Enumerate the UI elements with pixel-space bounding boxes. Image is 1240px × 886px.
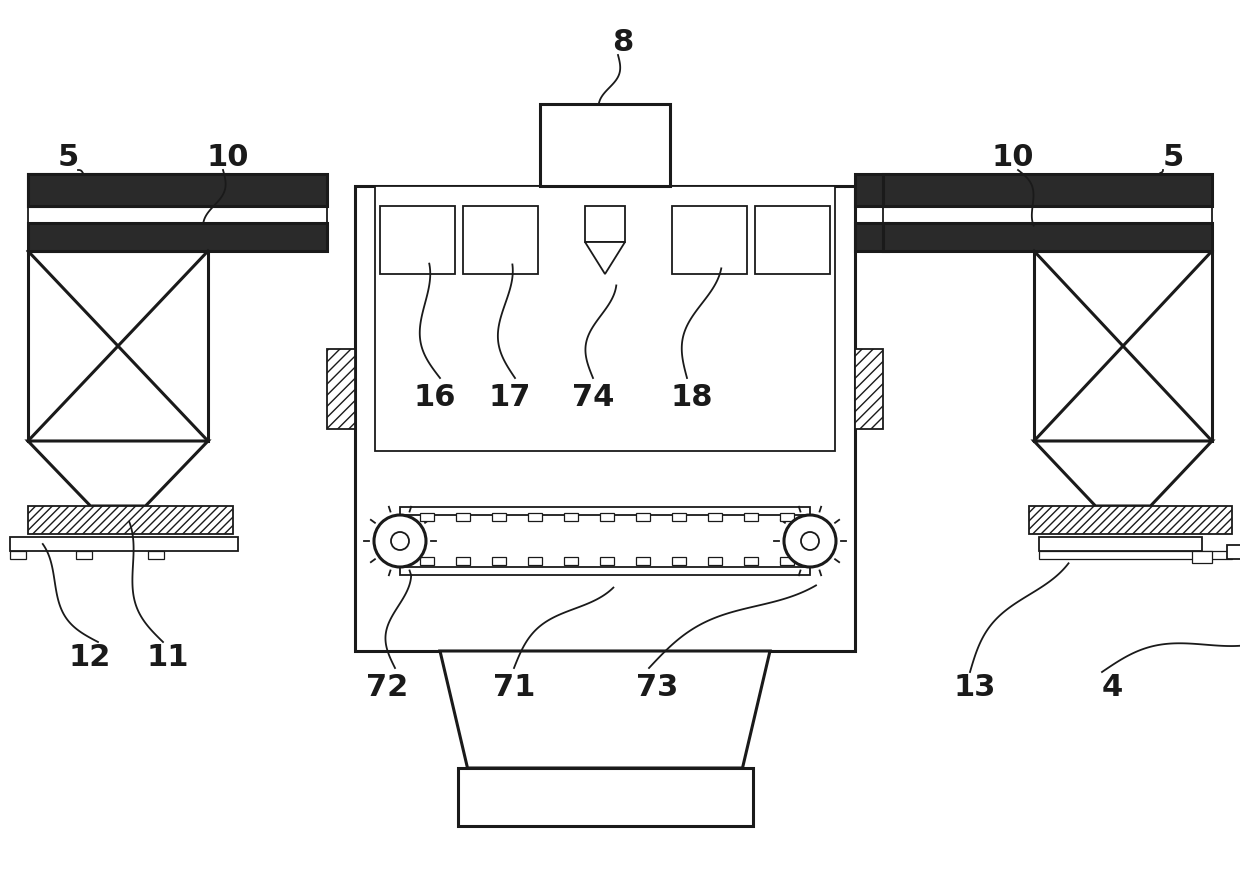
Bar — [672, 513, 686, 522]
Bar — [856, 349, 883, 429]
Bar — [528, 557, 542, 565]
Bar — [600, 513, 614, 522]
Text: 5: 5 — [57, 143, 78, 171]
Bar — [780, 557, 794, 565]
Bar — [401, 508, 810, 516]
Bar — [585, 206, 625, 243]
Bar — [856, 175, 888, 206]
Text: 13: 13 — [954, 672, 996, 701]
Bar — [29, 206, 327, 224]
Bar — [883, 175, 1211, 206]
Polygon shape — [1034, 441, 1211, 507]
Bar — [29, 507, 233, 534]
Bar — [29, 175, 228, 206]
Bar — [600, 557, 614, 565]
Bar — [528, 513, 542, 522]
Circle shape — [374, 516, 427, 567]
Bar — [1039, 538, 1202, 551]
Text: 12: 12 — [68, 641, 112, 671]
Text: 73: 73 — [636, 672, 678, 701]
Bar — [636, 513, 650, 522]
Text: 10: 10 — [207, 143, 249, 171]
Bar — [755, 206, 830, 275]
Bar — [780, 513, 794, 522]
Bar — [10, 538, 238, 551]
Bar — [1034, 252, 1211, 441]
Bar — [744, 513, 758, 522]
Bar — [856, 224, 888, 252]
Bar — [672, 557, 686, 565]
Polygon shape — [29, 441, 208, 507]
Text: 74: 74 — [572, 382, 614, 411]
Bar — [29, 252, 208, 441]
Bar — [1039, 551, 1233, 559]
Bar — [708, 557, 722, 565]
Bar — [29, 175, 327, 206]
Bar — [420, 557, 434, 565]
Bar — [420, 513, 434, 522]
Text: 8: 8 — [613, 27, 634, 57]
Bar — [1192, 551, 1211, 563]
Bar — [883, 206, 1211, 224]
Bar — [327, 349, 355, 429]
Circle shape — [784, 516, 836, 567]
Bar — [374, 187, 835, 452]
Bar — [355, 187, 856, 651]
Circle shape — [801, 532, 818, 550]
Text: 11: 11 — [146, 641, 190, 671]
Bar — [10, 551, 26, 559]
Bar — [401, 567, 810, 575]
Bar — [539, 105, 670, 187]
Bar — [492, 513, 506, 522]
Text: 4: 4 — [1101, 672, 1122, 701]
Bar — [672, 206, 746, 275]
Bar — [458, 768, 753, 826]
Text: 10: 10 — [992, 143, 1034, 171]
Bar — [744, 557, 758, 565]
Text: 16: 16 — [414, 382, 456, 411]
Bar — [564, 513, 578, 522]
Bar — [1228, 546, 1240, 559]
Bar — [708, 513, 722, 522]
Text: 17: 17 — [489, 382, 531, 411]
Bar — [883, 224, 1211, 252]
Text: 72: 72 — [366, 672, 408, 701]
Text: 5: 5 — [1162, 143, 1184, 171]
Bar — [379, 206, 455, 275]
Text: 71: 71 — [492, 672, 536, 701]
Polygon shape — [585, 243, 625, 275]
Bar — [76, 551, 92, 559]
Bar — [463, 206, 538, 275]
Polygon shape — [440, 651, 770, 768]
Bar — [148, 551, 164, 559]
Bar — [1029, 507, 1233, 534]
Bar — [636, 557, 650, 565]
Text: 18: 18 — [671, 382, 713, 411]
Bar — [456, 513, 470, 522]
Circle shape — [391, 532, 409, 550]
Bar — [564, 557, 578, 565]
Bar — [456, 557, 470, 565]
Bar — [492, 557, 506, 565]
Bar — [29, 224, 327, 252]
